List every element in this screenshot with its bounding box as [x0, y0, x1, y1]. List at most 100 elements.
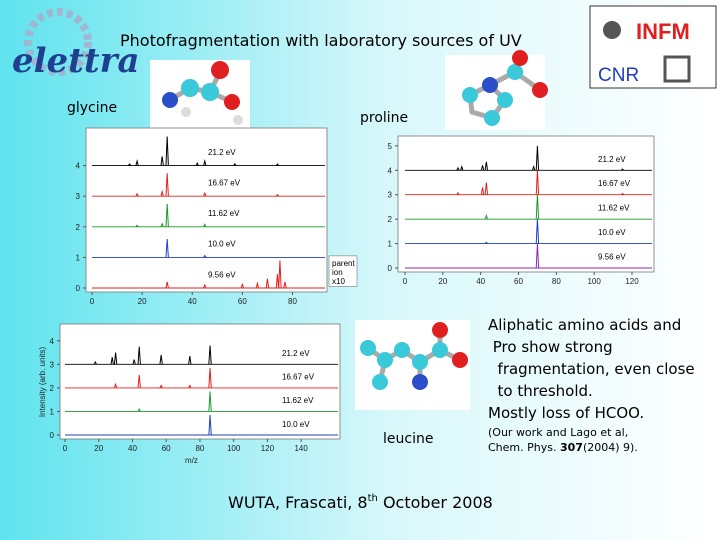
y-tick-label: 1	[50, 407, 55, 416]
y-tick-label: 0	[388, 264, 393, 273]
trace-label: 11.62 eV	[208, 209, 240, 218]
molecule-label: leucine	[383, 431, 433, 447]
y-tick-label: 1	[76, 253, 81, 262]
peak	[531, 165, 536, 171]
x-tick-label: 60	[514, 277, 523, 286]
footer: WUTA, Frascati, 8th October 2008	[228, 493, 493, 512]
peak	[195, 162, 199, 166]
peak	[160, 189, 164, 197]
y-tick-label: 2	[388, 215, 393, 224]
y-tick-label: 4	[76, 162, 81, 171]
peak	[233, 162, 237, 166]
x-tick-label: 120	[625, 277, 639, 286]
peak	[456, 191, 460, 195]
peak	[165, 239, 169, 258]
summary-line: fragmentation, even close	[488, 360, 695, 378]
peak	[93, 360, 98, 365]
molecule-label: glycine	[67, 100, 117, 116]
summary-line: Aliphatic amino acids and	[488, 316, 681, 334]
trace-label: 16.67 eV	[598, 179, 631, 188]
leucine-molecule	[355, 320, 470, 410]
y-tick-label: 3	[388, 191, 393, 200]
peak	[135, 159, 139, 166]
peak	[275, 193, 280, 197]
peak	[240, 282, 245, 289]
peak	[135, 192, 139, 197]
peak	[165, 173, 169, 197]
trace-label: 10.0 eV	[282, 420, 310, 429]
note-box	[328, 255, 358, 287]
peak	[159, 354, 163, 365]
peak	[275, 274, 280, 289]
y-tick-label: 5	[388, 142, 393, 151]
trace-label: 16.67 eV	[282, 373, 315, 382]
peak	[265, 278, 270, 289]
x-tick-label: 100	[227, 444, 241, 453]
trace-label: 11.62 eV	[282, 396, 314, 405]
x-tick-label: 20	[138, 297, 147, 306]
peak	[137, 407, 141, 412]
y-tick-label: 3	[50, 360, 55, 369]
peak	[160, 222, 164, 227]
x-tick-label: 100	[587, 277, 601, 286]
trace-label: 11.62 eV	[598, 204, 630, 213]
peak	[535, 243, 540, 269]
logo: elettra	[12, 41, 140, 81]
peak	[165, 281, 169, 289]
molecule-label: proline	[360, 110, 408, 126]
x-tick-label: 40	[476, 277, 485, 286]
y-tick-label: 0	[50, 431, 55, 440]
summary-line: Mostly loss of HCOO.	[488, 404, 644, 422]
glycine-molecule	[150, 60, 250, 130]
x-tick-label: 120	[261, 444, 275, 453]
peak	[159, 384, 163, 389]
peak	[480, 187, 485, 195]
y-tick-label: 3	[76, 192, 81, 201]
institution-1: INFM	[636, 19, 690, 44]
peak	[208, 391, 212, 412]
reference-part: 307	[560, 441, 583, 454]
peak	[203, 191, 207, 197]
institution-box	[589, 5, 717, 89]
peak	[484, 182, 489, 195]
peak	[188, 356, 192, 365]
peak	[278, 260, 282, 289]
trace-label: 16.67 eV	[208, 178, 241, 187]
peak	[484, 161, 489, 171]
peak	[208, 345, 212, 365]
title: Photofragmentation with laboratory sourc…	[120, 31, 522, 50]
peak	[203, 283, 207, 289]
note-line: x10	[332, 277, 345, 286]
x-tick-label: 0	[63, 444, 68, 453]
institution-icon	[603, 21, 621, 39]
peak	[480, 165, 485, 171]
peak	[484, 241, 488, 244]
peak	[208, 367, 212, 388]
peak	[535, 145, 540, 171]
trace-label: 21.2 eV	[208, 148, 236, 157]
x-axis-label: m/z	[185, 456, 198, 465]
peak	[203, 223, 207, 228]
x-tick-label: 140	[294, 444, 308, 453]
x-tick-label: 60	[238, 297, 247, 306]
x-tick-label: 80	[288, 297, 297, 306]
peak	[137, 374, 141, 388]
x-tick-label: 60	[162, 444, 171, 453]
note-line: parent	[332, 259, 355, 268]
summary-line: to threshold.	[488, 382, 593, 400]
trace-label: 9.56 eV	[598, 252, 626, 261]
y-tick-label: 0	[76, 284, 81, 293]
peak	[127, 163, 132, 166]
peak	[188, 384, 192, 389]
x-tick-label: 80	[195, 444, 204, 453]
peak	[203, 159, 207, 166]
plot-frame	[59, 323, 341, 440]
peak	[535, 194, 540, 220]
plot-frame	[85, 127, 328, 293]
x-tick-label: 0	[90, 297, 95, 306]
reference-part: (2004) 9).	[583, 441, 638, 454]
y-axis-label: Intensity (arb. units)	[38, 347, 47, 418]
peak	[255, 281, 260, 289]
reference: (Our work and Lago et al,	[488, 426, 628, 439]
